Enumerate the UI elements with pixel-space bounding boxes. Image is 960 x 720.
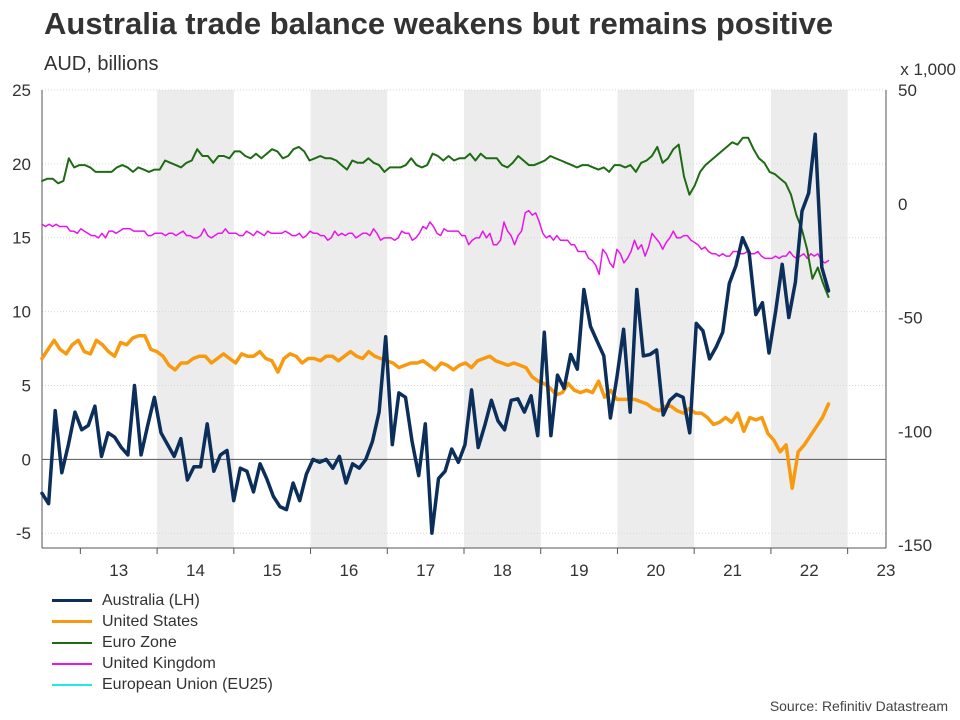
right-y-tick-label: -50 xyxy=(898,309,923,328)
legend-label: European Union (EU25) xyxy=(102,675,273,693)
legend-swatch xyxy=(52,599,92,602)
series-line-united-states xyxy=(40,333,831,490)
legend-item-european-union: European Union (EU25) xyxy=(52,674,273,695)
right-axis-unit: x 1,000 xyxy=(900,60,956,79)
shaded-period xyxy=(464,90,541,548)
legend-item-united-states: United States xyxy=(52,611,273,632)
x-tick-label: 15 xyxy=(263,561,282,580)
legend-label: Australia (LH) xyxy=(102,591,200,609)
left-y-tick-label: 20 xyxy=(12,155,31,174)
legend-item-australia: Australia (LH) xyxy=(52,590,273,611)
series-line-united-kingdom xyxy=(41,209,830,276)
left-y-tick-label: 15 xyxy=(12,229,31,248)
legend-swatch xyxy=(52,641,92,644)
shaded-period xyxy=(157,90,234,548)
x-tick-label: 23 xyxy=(877,561,896,580)
x-tick-label: 20 xyxy=(646,561,665,580)
legend-label: United States xyxy=(102,612,199,630)
legend-label: Euro Zone xyxy=(102,633,177,651)
chart-subtitle: AUD, billions xyxy=(44,53,159,75)
x-tick-label: 19 xyxy=(570,561,589,580)
legend-label: United Kingdom xyxy=(102,654,216,672)
shaded-period xyxy=(770,90,848,548)
x-tick-label: 21 xyxy=(723,561,742,580)
left-y-tick-label: 10 xyxy=(12,303,31,322)
x-tick-label: 13 xyxy=(109,561,128,580)
left-y-tick-label: 5 xyxy=(22,376,31,395)
legend: Australia (LH) United States Euro Zone U… xyxy=(52,590,273,695)
series-line-australia-lh- xyxy=(40,132,831,535)
right-y-tick-label: -100 xyxy=(898,422,932,441)
x-tick-label: 14 xyxy=(186,561,205,580)
legend-swatch xyxy=(52,662,92,665)
series-line-euro-zone xyxy=(41,136,830,298)
shaded-period xyxy=(617,90,695,548)
legend-swatch xyxy=(52,683,92,686)
chart-title: Australia trade balance weakens but rema… xyxy=(44,6,834,41)
x-tick-label: 18 xyxy=(493,561,512,580)
left-y-tick-label: 25 xyxy=(12,81,31,100)
x-tick-label: 16 xyxy=(339,561,358,580)
legend-item-united-kingdom: United Kingdom xyxy=(52,653,273,674)
legend-swatch xyxy=(52,620,92,623)
source-note: Source: Refinitiv Datastream xyxy=(769,698,948,714)
legend-item-euro-zone: Euro Zone xyxy=(52,632,273,653)
right-y-tick-label: 0 xyxy=(898,195,907,214)
right-y-tick-label: 50 xyxy=(898,81,917,100)
x-tick-label: 17 xyxy=(416,561,435,580)
left-y-tick-label: 0 xyxy=(22,450,31,469)
left-y-tick-label: -5 xyxy=(16,524,31,543)
right-y-tick-label: -150 xyxy=(898,536,932,555)
x-tick-label: 22 xyxy=(800,561,819,580)
